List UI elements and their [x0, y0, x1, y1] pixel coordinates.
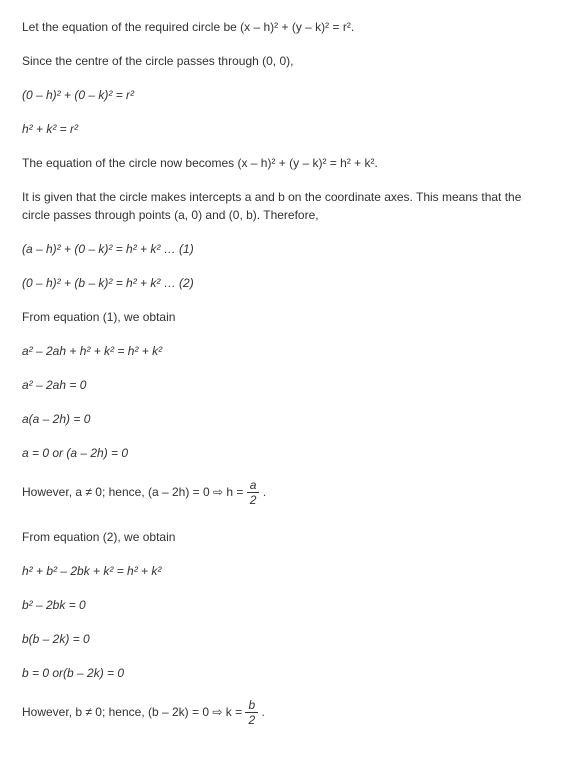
fraction-numerator: b	[245, 698, 258, 713]
fraction-a-over-2: a 2	[247, 478, 260, 508]
text-however-b: However, b ≠ 0; hence, (b – 2k) = 0 ⇨ k …	[22, 698, 545, 728]
equation-hk-r: h² + k² = r²	[22, 120, 545, 138]
equation-expand-2: h² + b² – 2bk + k² = h² + k²	[22, 562, 545, 580]
fraction-numerator: a	[247, 478, 260, 493]
fraction-denominator: 2	[245, 713, 258, 727]
equation-simplify-1: a² – 2ah = 0	[22, 376, 545, 394]
fraction-b-over-2: b 2	[245, 698, 258, 728]
equation-origin: (0 – h)² + (0 – k)² = r²	[22, 86, 545, 104]
text-however-a-suffix: .	[263, 485, 266, 499]
equation-1: (a – h)² + (0 – k)² = h² + k² … (1)	[22, 240, 545, 258]
text-however-a-prefix: However, a ≠ 0; hence, (a – 2h) = 0 ⇨ h …	[22, 485, 243, 499]
equation-solve-b: b = 0 or(b – 2k) = 0	[22, 664, 545, 682]
equation-factor-2: b(b – 2k) = 0	[22, 630, 545, 648]
text-however-b-prefix: However, b ≠ 0; hence, (b – 2k) = 0 ⇨ k …	[22, 705, 242, 719]
fraction-denominator: 2	[247, 493, 260, 507]
text-line-1: Let the equation of the required circle …	[22, 18, 545, 36]
equation-solve-a: a = 0 or (a – 2h) = 0	[22, 444, 545, 462]
equation-factor-1: a(a – 2h) = 0	[22, 410, 545, 428]
text-however-a: However, a ≠ 0; hence, (a – 2h) = 0 ⇨ h …	[22, 478, 545, 508]
equation-2: (0 – h)² + (b – k)² = h² + k² … (2)	[22, 274, 545, 292]
equation-simplify-2: b² – 2bk = 0	[22, 596, 545, 614]
text-line-2: Since the centre of the circle passes th…	[22, 52, 545, 70]
text-line-5: The equation of the circle now becomes (…	[22, 154, 545, 172]
text-from-eq1: From equation (1), we obtain	[22, 308, 545, 326]
text-however-b-suffix: .	[261, 705, 264, 719]
text-from-eq2: From equation (2), we obtain	[22, 528, 545, 546]
equation-expand-1: a² – 2ah + h² + k² = h² + k²	[22, 342, 545, 360]
text-line-6: It is given that the circle makes interc…	[22, 188, 545, 224]
